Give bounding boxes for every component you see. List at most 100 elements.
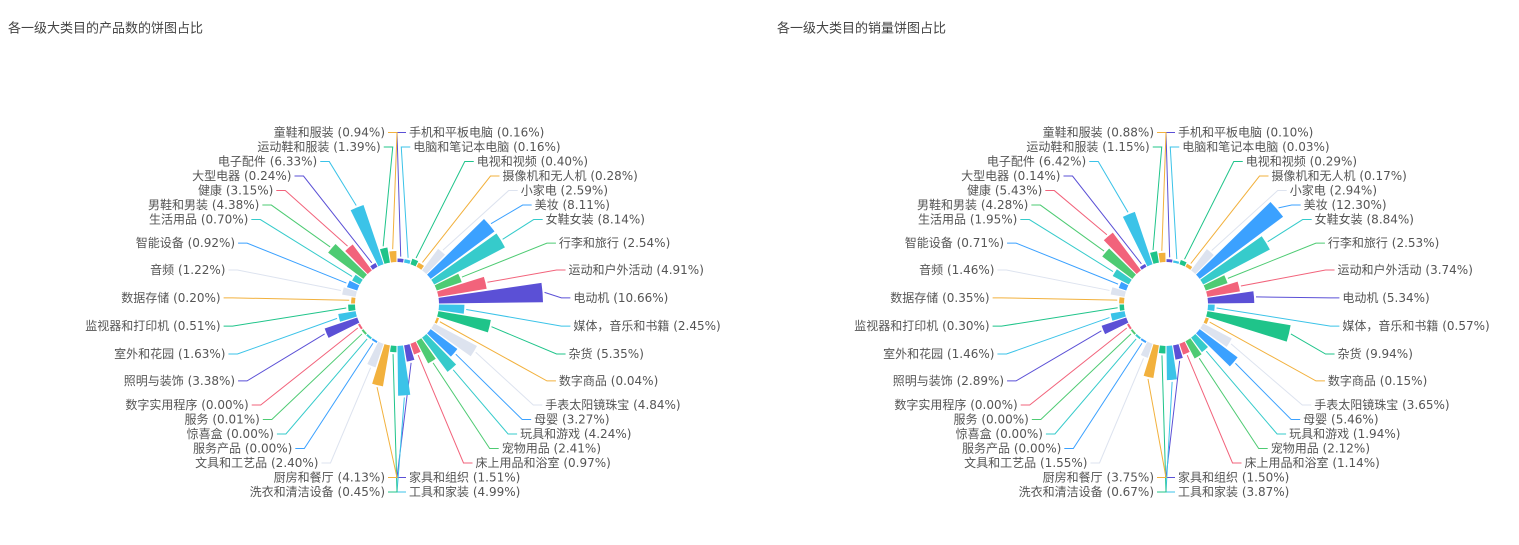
data-label: 电子配件 (6.42%): [987, 154, 1086, 168]
label-line: [228, 269, 342, 292]
label-line: [475, 351, 543, 406]
value-label: (10.66%): [613, 290, 668, 304]
data-label: 运动和户外活动 (3.74%): [1338, 261, 1473, 276]
category-name: 生活用品: [918, 212, 966, 226]
category-name: 电子配件: [218, 154, 266, 168]
data-label: 媒体，音乐和书籍 (0.57%): [1342, 318, 1489, 333]
value-label: (3.74%): [1425, 262, 1472, 276]
data-label: 电脑和笔记本电脑 (0.16%): [413, 139, 560, 154]
rose-slice: [1203, 275, 1228, 291]
rose-slice: [410, 258, 419, 267]
category-name: 数字商品: [559, 372, 607, 387]
label-line: [422, 175, 500, 263]
rose-slice: [350, 204, 384, 267]
value-label: (6.42%): [1039, 154, 1086, 168]
data-label: 服务产品 (0.00%): [193, 440, 292, 455]
chart-title: 各一级大类目的产品数的饼图占比: [8, 21, 203, 37]
value-label: (0.20%): [173, 290, 220, 304]
value-label: (0.57%): [1442, 319, 1489, 333]
value-label: (5.46%): [1331, 412, 1378, 426]
category-name: 童鞋和服装: [1043, 124, 1103, 139]
value-label: (2.12%): [1323, 441, 1370, 455]
data-label: 服务 (0.00%): [953, 411, 1028, 426]
label-line: [1157, 355, 1167, 493]
rose-slice: [434, 317, 440, 324]
data-label: 生活用品 (1.95%): [918, 212, 1017, 226]
rose-slice: [1206, 281, 1240, 297]
label-line: [439, 321, 556, 382]
category-name: 大型电器: [192, 169, 240, 183]
rose-slice: [351, 297, 356, 304]
value-label: (4.99%): [473, 485, 520, 499]
label-line: [1205, 350, 1287, 435]
rose-slice: [1173, 260, 1180, 264]
value-label: (2.41%): [554, 441, 601, 455]
label-line: [262, 204, 331, 248]
rose-slice: [1158, 252, 1166, 263]
value-label: (0.94%): [338, 125, 385, 139]
value-label: (1.51%): [473, 470, 520, 484]
category-name: 杂货: [1338, 346, 1362, 361]
value-label: (0.40%): [541, 154, 588, 168]
category-name: 电子配件: [987, 154, 1035, 168]
category-name: 数字商品: [1328, 372, 1376, 387]
label-line: [432, 362, 499, 449]
category-name: 美妆: [535, 198, 559, 212]
value-label: (1.55%): [1040, 456, 1087, 470]
data-label: 大型电器 (0.24%): [192, 169, 291, 183]
category-name: 玩具和游戏: [1289, 427, 1349, 441]
value-label: (2.54%): [623, 236, 670, 250]
data-label: 室外和花园 (1.46%): [883, 346, 994, 361]
data-label: 宠物用品 (2.41%): [502, 440, 601, 455]
value-label: (2.45%): [673, 319, 720, 333]
data-label: 数字实用程序 (0.00%): [125, 397, 248, 412]
category-name: 行李和旅行: [559, 235, 619, 250]
data-label: 运动鞋和服装 (1.15%): [1026, 139, 1149, 154]
value-label: (9.94%): [1365, 347, 1412, 361]
rose-slice: [1203, 317, 1209, 325]
rose-slice: [410, 341, 421, 355]
value-label: (1.22%): [178, 262, 225, 276]
category-name: 男鞋和男装: [917, 197, 977, 212]
value-label: (3.87%): [1242, 485, 1289, 499]
value-label: (0.15%): [1380, 373, 1427, 387]
value-label: (5.35%): [596, 347, 643, 361]
rose-slice: [427, 329, 458, 357]
data-label: 小家电 (2.94%): [1290, 182, 1377, 197]
data-label: 玩具和游戏 (1.94%): [1289, 427, 1400, 441]
category-name: 男鞋和男装: [148, 197, 208, 212]
rose-slice: [342, 287, 357, 297]
rose-slice: [397, 345, 411, 396]
value-label: (0.01%): [212, 412, 259, 426]
data-label: 惊喜盒 (0.00%): [187, 426, 274, 441]
value-label: (0.16%): [497, 125, 544, 139]
label-line: [1227, 242, 1325, 279]
rose-slice: [1166, 259, 1173, 263]
rose-slice: [1130, 329, 1136, 335]
data-label: 工具和家装 (3.87%): [1178, 484, 1289, 499]
value-label: (0.00%): [981, 412, 1028, 426]
category-name: 室外和花园: [114, 346, 174, 361]
label-line: [992, 297, 1118, 301]
label-line: [1045, 338, 1137, 435]
rose-slice: [371, 338, 378, 343]
data-label: 手机和平板电脑 (0.16%): [409, 125, 544, 139]
value-label: (0.35%): [942, 290, 989, 304]
value-label: (1.50%): [1242, 470, 1289, 484]
category-name: 宠物用品: [502, 440, 550, 455]
category-name: 数字实用程序: [125, 397, 197, 412]
rose-slice: [1150, 251, 1159, 264]
rose-slice: [324, 317, 360, 338]
label-line: [1184, 161, 1243, 260]
rose-slice: [1122, 211, 1153, 267]
value-label: (1.15%): [1102, 140, 1149, 154]
rose-slice: [361, 329, 367, 335]
value-label: (0.17%): [1359, 169, 1406, 183]
rose-slice: [422, 248, 446, 274]
value-label: (2.40%): [271, 456, 318, 470]
value-label: (1.14%): [1332, 456, 1379, 470]
value-label: (1.46%): [947, 347, 994, 361]
label-line: [490, 204, 532, 225]
value-label: (1.95%): [970, 212, 1017, 226]
data-label: 手表太阳镜珠宝 (3.65%): [1314, 397, 1449, 412]
